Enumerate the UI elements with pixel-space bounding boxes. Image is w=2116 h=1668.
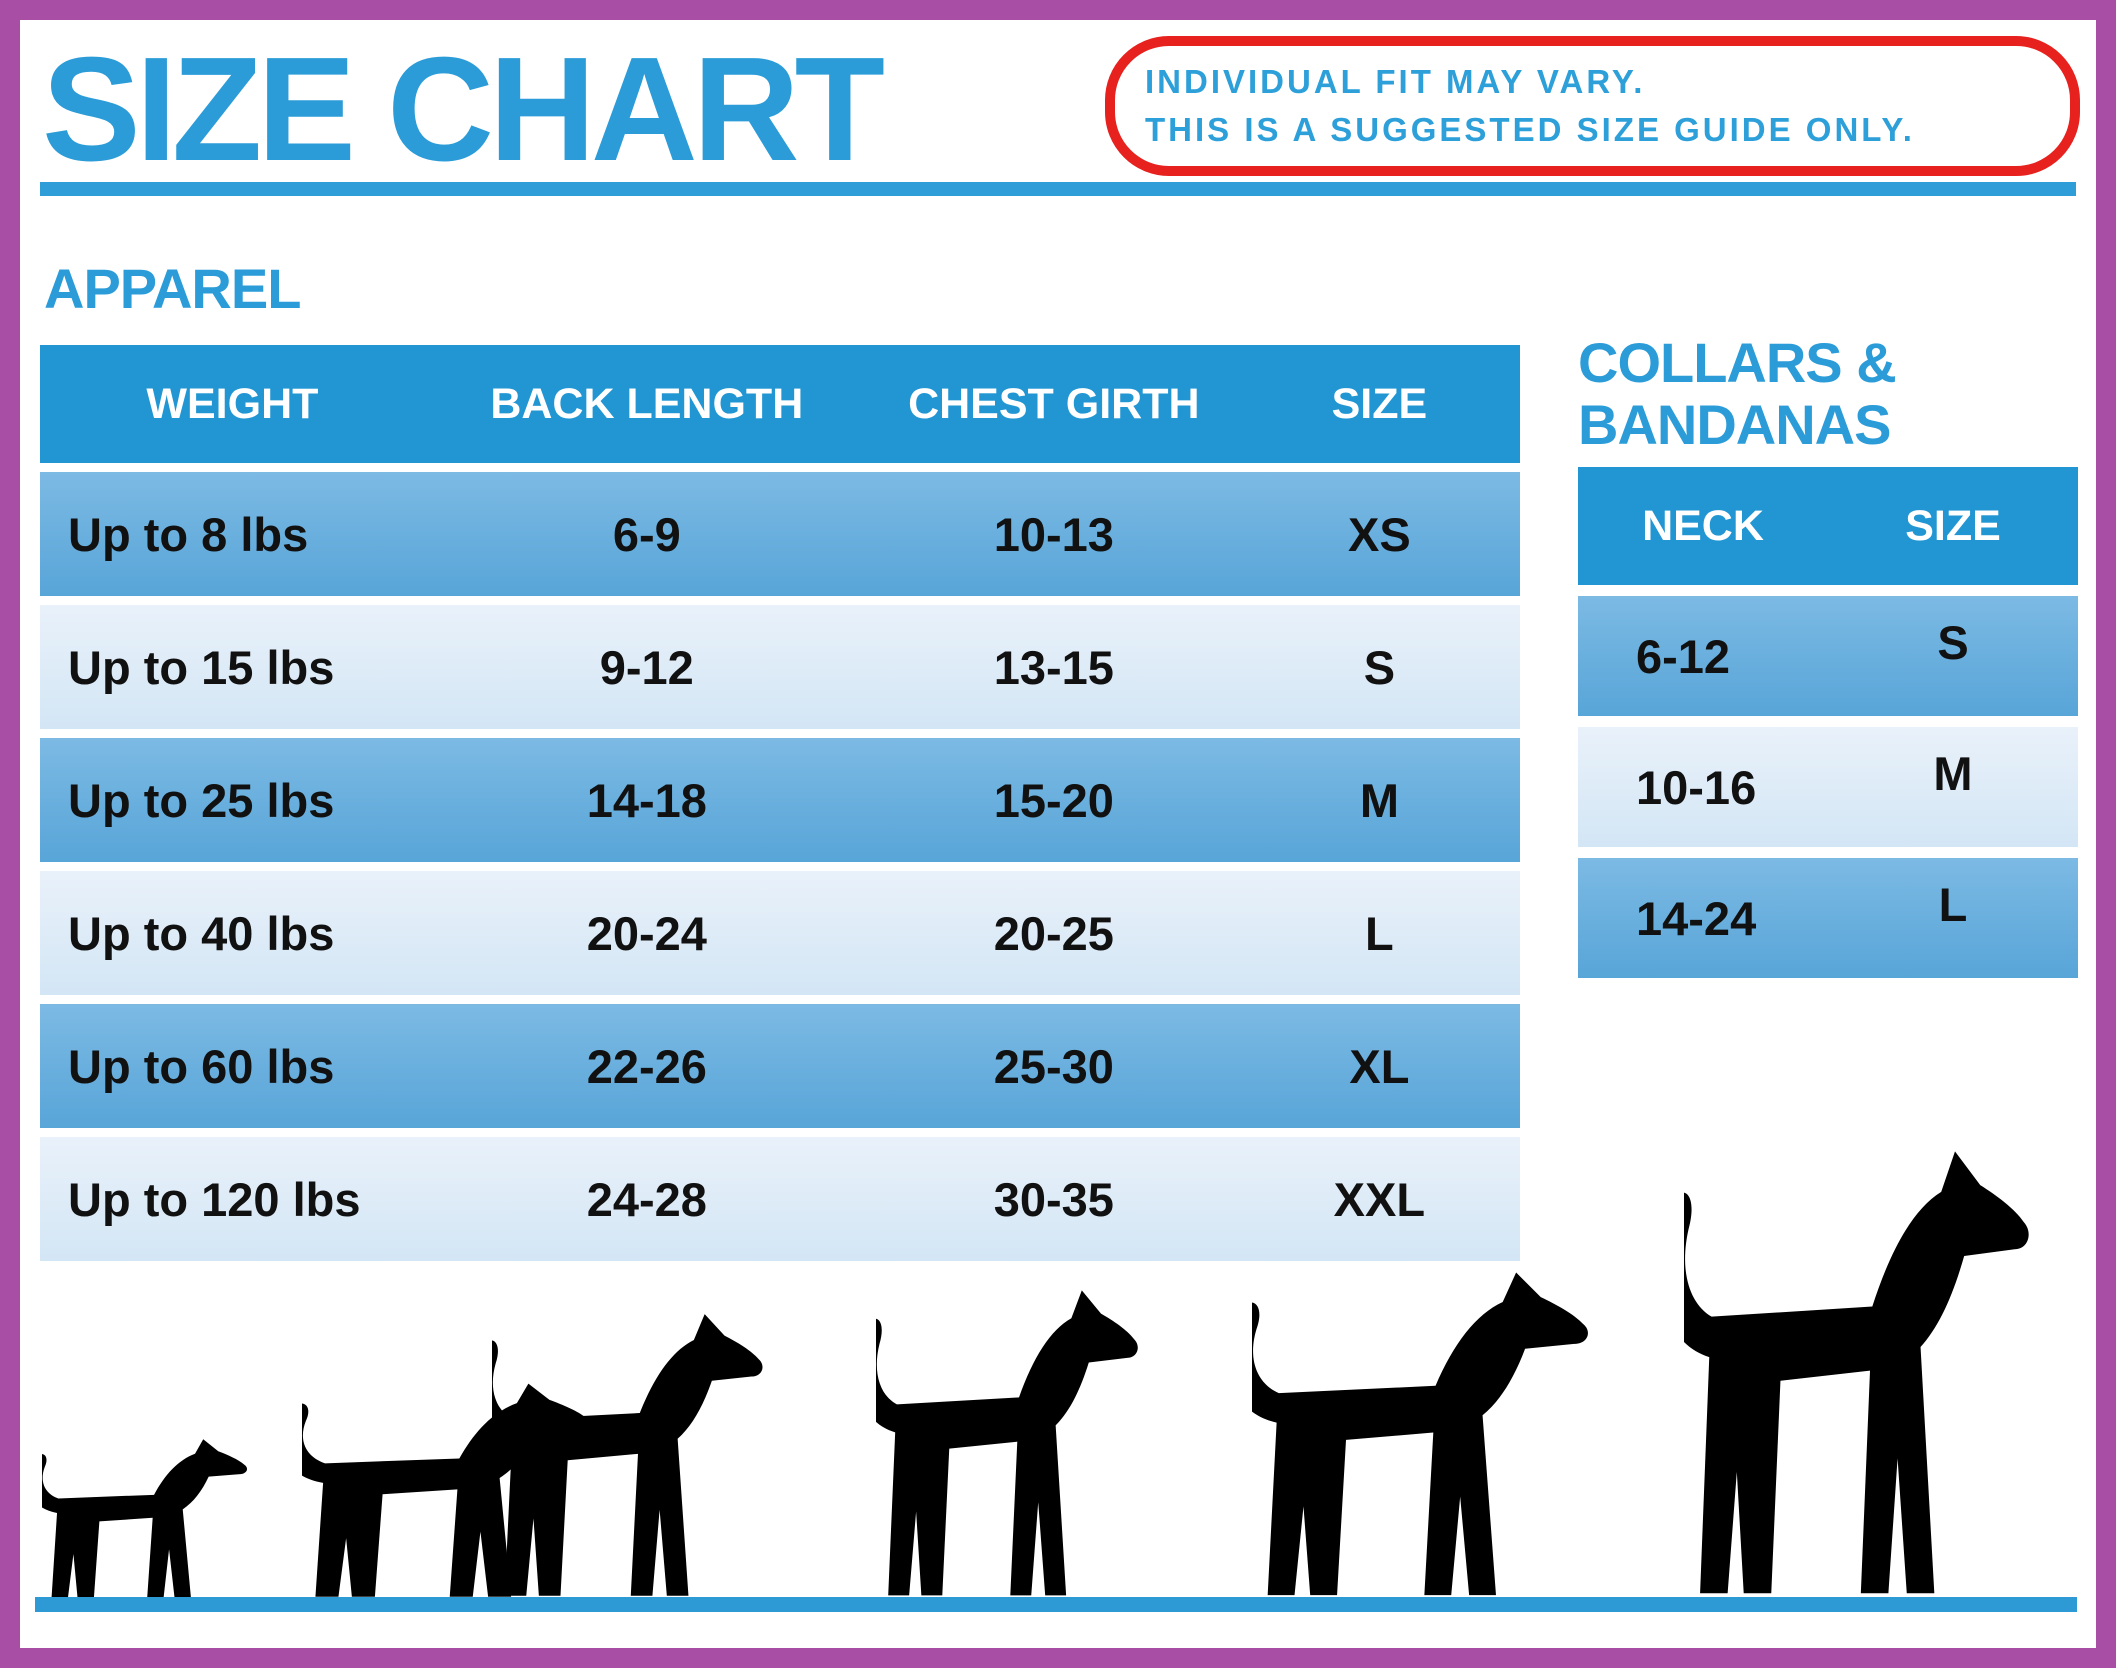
table-row: 10-16 M	[1578, 727, 2078, 847]
collars-section-heading: COLLARS & BANDANAS	[1578, 331, 1897, 456]
disclaimer-red-oval: INDIVIDUAL FIT MAY VARY. THIS IS A SUGGE…	[1105, 36, 2080, 176]
apparel-col-header-size: SIZE	[1331, 379, 1428, 428]
table-row: 6-12 S	[1578, 596, 2078, 716]
ground-baseline	[35, 1597, 2077, 1612]
dog-icon	[876, 1288, 1176, 1600]
dog-icon	[42, 1438, 277, 1600]
size-cell: XXL	[1333, 1172, 1426, 1226]
size-cell: L	[1938, 877, 1968, 931]
apparel-col-header-back-length: BACK LENGTH	[490, 379, 804, 428]
disclaimer-line-1: INDIVIDUAL FIT MAY VARY.	[1145, 63, 1646, 101]
chest-girth-cell: 25-30	[993, 1039, 1114, 1093]
table-row: Up to 15 lbs 9-12 13-15 S	[40, 605, 1520, 729]
size-cell: M	[1359, 773, 1399, 827]
apparel-col-header-weight: WEIGHT	[146, 379, 319, 428]
back-length-cell: 9-12	[599, 640, 694, 694]
weight-cell: Up to 120 lbs	[68, 1172, 361, 1226]
table-row: 14-24 L	[1578, 858, 2078, 978]
disclaimer-line-2: THIS IS A SUGGESTED SIZE GUIDE ONLY.	[1145, 111, 1915, 148]
apparel-size-table: WEIGHT BACK LENGTH CHEST GIRTH SIZE Up t…	[40, 345, 1520, 1261]
apparel-section-heading: APPAREL	[44, 257, 301, 320]
page-title: SIZE CHART	[42, 27, 885, 192]
size-cell: S	[1937, 615, 1969, 669]
back-length-cell: 24-28	[586, 1172, 707, 1226]
collars-size-table: NECK SIZE 6-12 S 10-16 M 14-24 L	[1578, 467, 2078, 978]
table-row: Up to 25 lbs 14-18 15-20 M	[40, 738, 1520, 862]
neck-cell: 10-16	[1636, 760, 1757, 814]
cocker-spaniel-silhouette-l	[876, 1288, 1176, 1600]
table-row: Up to 120 lbs 24-28 30-35 XXL	[40, 1137, 1520, 1261]
back-length-cell: 20-24	[586, 906, 707, 960]
chest-girth-cell: 20-25	[993, 906, 1114, 960]
weight-cell: Up to 40 lbs	[68, 906, 335, 960]
chest-girth-cell: 13-15	[993, 640, 1114, 694]
collars-table-header-row: NECK SIZE	[1578, 467, 2078, 585]
back-length-cell: 22-26	[586, 1039, 707, 1093]
size-cell: M	[1933, 746, 1973, 800]
back-length-cell: 14-18	[586, 773, 707, 827]
table-row: Up to 60 lbs 22-26 25-30 XL	[40, 1004, 1520, 1128]
neck-cell: 6-12	[1636, 629, 1731, 683]
chest-girth-cell: 15-20	[993, 773, 1114, 827]
dog-icon	[492, 1312, 802, 1600]
collars-col-header-size: SIZE	[1905, 501, 2001, 550]
toy-dog-silhouette-xs	[42, 1438, 277, 1600]
collars-heading-line-1: COLLARS &	[1578, 331, 1897, 394]
size-cell: S	[1363, 640, 1396, 694]
great-dane-silhouette-xxl	[1684, 1148, 2079, 1600]
chest-girth-cell: 10-13	[993, 507, 1114, 561]
size-cell: L	[1365, 906, 1394, 960]
beagle-silhouette-m	[492, 1312, 802, 1600]
dog-icon	[1252, 1270, 1637, 1600]
chest-girth-cell: 30-35	[993, 1172, 1114, 1226]
title-underline-rule	[40, 182, 2076, 196]
table-row: Up to 8 lbs 6-9 10-13 XS	[40, 472, 1520, 596]
back-length-cell: 6-9	[612, 507, 681, 561]
weight-cell: Up to 8 lbs	[68, 507, 309, 561]
apparel-col-header-chest-girth: CHEST GIRTH	[908, 379, 1200, 428]
size-cell: XS	[1348, 507, 1411, 561]
table-row: Up to 40 lbs 20-24 20-25 L	[40, 871, 1520, 995]
apparel-table-header-row: WEIGHT BACK LENGTH CHEST GIRTH SIZE	[40, 345, 1520, 463]
weight-cell: Up to 25 lbs	[68, 773, 335, 827]
neck-cell: 14-24	[1636, 891, 1757, 945]
collars-col-header-neck: NECK	[1642, 501, 1764, 550]
dog-icon	[1684, 1148, 2079, 1600]
husky-silhouette-xl	[1252, 1270, 1637, 1600]
weight-cell: Up to 60 lbs	[68, 1039, 335, 1093]
collars-heading-line-2: BANDANAS	[1578, 392, 1891, 456]
size-chart-infographic: SIZE CHART INDIVIDUAL FIT MAY VARY. THIS…	[20, 20, 2096, 1648]
weight-cell: Up to 15 lbs	[68, 640, 335, 694]
size-cell: XL	[1349, 1039, 1410, 1093]
